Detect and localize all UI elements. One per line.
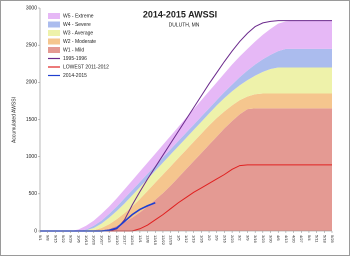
x-tick-label: 10/13 (84, 235, 89, 246)
x-tick-label: 10/27 (99, 235, 104, 246)
x-tick-label: 12/8 (146, 235, 151, 244)
legend-swatch (48, 47, 60, 53)
x-tick-label: 11/24 (130, 235, 135, 245)
legend-swatch (48, 13, 60, 19)
x-tick-label: 1/5 (176, 235, 181, 241)
x-tick-label: 1/19 (192, 235, 197, 244)
legend-label: W4 - Severe (63, 22, 91, 28)
area-band (40, 108, 332, 231)
y-axis-label: Accumulated AWSSI (11, 97, 17, 143)
x-tick-label: 1/12 (184, 235, 189, 244)
x-tick-label: 2/2 (207, 235, 212, 241)
x-tick-label: 4/6 (276, 235, 281, 241)
x-tick-label: 9/22 (61, 235, 66, 244)
legend-label: W1 - Mild (63, 47, 84, 53)
legend-label: 1995-1996 (63, 56, 87, 62)
x-tick-label: 5/11 (315, 235, 320, 243)
y-tick-label: 500 (29, 191, 38, 197)
y-tick-label: 2500 (26, 42, 37, 48)
x-tick-label: 11/10 (115, 235, 120, 245)
x-tick-label: 2/16 (222, 235, 227, 244)
x-tick-label: 9/29 (69, 235, 74, 244)
chart-title: 2014-2015 AWSSI (143, 9, 217, 19)
x-tick-label: 3/2 (238, 235, 243, 241)
x-tick-label: 2/9 (215, 235, 220, 241)
legend-label: 2014-2015 (63, 73, 87, 79)
x-tick-label: 12/15 (153, 235, 158, 246)
legend-swatch (48, 30, 60, 36)
area-band (40, 67, 332, 231)
y-tick-label: 2000 (26, 80, 37, 86)
x-tick-label: 3/16 (253, 235, 258, 244)
x-tick-label: 4/20 (292, 235, 297, 244)
legend-swatch (48, 38, 60, 45)
x-tick-label: 12/29 (169, 235, 174, 246)
y-tick-label: 3000 (26, 5, 37, 11)
x-tick-label: 10/6 (76, 235, 81, 244)
chart-subtitle: DULUTH, MN (169, 22, 200, 28)
x-tick-label: 5/25 (330, 235, 335, 244)
x-tick-label: 3/23 (261, 235, 266, 244)
legend-label: W2 - Moderate (63, 39, 96, 45)
area-band (40, 20, 332, 231)
x-tick-label: 9/1 (38, 235, 43, 241)
x-tick-label: 2/23 (230, 235, 235, 244)
y-tick-label: 1000 (26, 154, 37, 160)
x-tick-label: 11/3 (107, 235, 112, 243)
x-tick-label: 10/20 (92, 235, 97, 246)
x-tick-label: 11/17 (122, 235, 127, 245)
x-tick-label: 9/8 (46, 235, 51, 241)
legend-label: W5 - Extreme (63, 13, 94, 19)
x-tick-label: 9/15 (53, 235, 58, 244)
legend-swatch (48, 21, 60, 28)
x-tick-label: 12/22 (161, 235, 166, 246)
x-tick-label: 4/27 (299, 235, 304, 244)
y-tick-label: 1500 (26, 117, 37, 123)
x-tick-label: 4/13 (284, 235, 289, 244)
legend-label: LOWEST 2011-2012 (63, 64, 109, 70)
y-tick-label: 0 (34, 228, 37, 234)
area-band (40, 48, 332, 232)
x-tick-label: 5/18 (322, 235, 327, 244)
x-tick-label: 1/26 (199, 235, 204, 244)
area-band (40, 93, 332, 231)
x-tick-label: 3/9 (245, 235, 250, 241)
x-tick-label: 3/30 (268, 235, 273, 244)
x-tick-label: 12/1 (138, 235, 143, 244)
legend-label: W3 - Average (63, 30, 93, 36)
x-tick-label: 5/4 (307, 235, 312, 241)
